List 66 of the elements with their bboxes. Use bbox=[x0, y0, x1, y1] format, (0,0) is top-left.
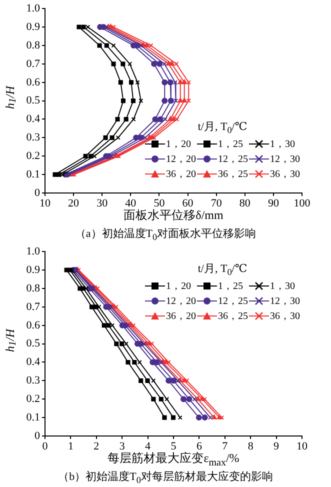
y-tick-label: 0.7 bbox=[26, 58, 40, 70]
x-tick-label: 7 bbox=[222, 440, 228, 452]
x-tick-label: 4 bbox=[145, 440, 152, 452]
legend-label: 12，25 bbox=[218, 295, 248, 308]
x-tick-label: 6 bbox=[196, 440, 202, 452]
x-tick-label: 5 bbox=[170, 440, 177, 452]
x-tick-label: 8 bbox=[248, 440, 254, 452]
legend-label: 12，30 bbox=[270, 295, 300, 308]
x-tick-label: 80 bbox=[239, 197, 251, 210]
y-tick-label: 0.3 bbox=[26, 374, 40, 387]
x-tick-label: 70 bbox=[210, 197, 222, 210]
legend-label: 36，30 bbox=[270, 168, 300, 181]
legend-label: 36，25 bbox=[218, 168, 248, 181]
y-tick-label: 0.8 bbox=[26, 39, 40, 52]
x-tick-label: 2 bbox=[94, 440, 100, 452]
legend-label: 12，30 bbox=[270, 153, 300, 166]
legend-title: t/月, T$_{0}$/℃ bbox=[196, 262, 248, 278]
legend-label: 12，20 bbox=[166, 153, 196, 166]
y-tick-label: 1.0 bbox=[26, 245, 40, 258]
x-tick-label: 10 bbox=[296, 440, 308, 452]
x-axis-title: 每层筋材最大应变ε$_{max}$/% bbox=[108, 451, 240, 468]
x-axis-title: 面板水平位移δ/mm bbox=[124, 208, 224, 222]
legend-label: 36，25 bbox=[218, 310, 248, 324]
y-tick-label: 0.3 bbox=[26, 132, 40, 144]
text: （a）初始温度T$_{0}$对面板水平位移影响 bbox=[74, 226, 258, 242]
x-tick-label: 100 bbox=[294, 197, 311, 210]
x-tick-label: 3 bbox=[119, 440, 126, 452]
y-tick-label: 0.6 bbox=[26, 76, 40, 88]
legend-label: 36，20 bbox=[166, 168, 196, 181]
x-tick-label: 50 bbox=[154, 197, 166, 210]
legend-title: t/月, T$_{0}$/℃ bbox=[196, 120, 248, 135]
legend-label: 12，25 bbox=[218, 153, 248, 166]
y-tick-label: 0.2 bbox=[26, 150, 40, 162]
y-tick-label: 1.0 bbox=[26, 2, 40, 14]
text: （b）初始温度T$_{0}$对每层筋材最大应变的影响 bbox=[57, 470, 274, 486]
legend-label: 1，20 bbox=[166, 280, 191, 294]
legend-label: 1，25 bbox=[218, 138, 243, 151]
x-tick-label: 90 bbox=[268, 197, 280, 210]
y-tick-label: 0.9 bbox=[26, 20, 40, 33]
x-tick-label: 10 bbox=[40, 197, 51, 210]
legend-label: 36，30 bbox=[270, 310, 300, 324]
x-tick-label: 60 bbox=[182, 197, 194, 210]
x-tick-label: 1 bbox=[68, 440, 74, 452]
y-tick-label: 0.9 bbox=[26, 264, 40, 276]
legend-label: 1，30 bbox=[270, 280, 295, 294]
x-tick-label: 30 bbox=[96, 197, 108, 210]
y-tick-label: 0.2 bbox=[26, 393, 40, 406]
y-tick-label: 0 bbox=[34, 430, 40, 442]
y-tick-label: 0.1 bbox=[26, 168, 40, 180]
y-tick-label: 0.8 bbox=[26, 282, 40, 294]
legend-label: 12，20 bbox=[166, 295, 196, 308]
y-tick-label: 0.5 bbox=[26, 338, 40, 350]
x-tick-label: 40 bbox=[125, 197, 137, 210]
legend-label: 1，20 bbox=[166, 138, 191, 151]
y-tick-label: 0.5 bbox=[26, 94, 40, 107]
y-tick-label: 0.4 bbox=[26, 113, 40, 126]
y-tick-label: 0.4 bbox=[26, 356, 40, 368]
y-tick-label: 0.1 bbox=[26, 411, 40, 424]
y-tick-label: 0 bbox=[34, 186, 40, 199]
legend-label: 1，30 bbox=[270, 138, 295, 151]
y-tick-label: 0.6 bbox=[26, 319, 40, 332]
legend-label: 36，20 bbox=[166, 310, 196, 324]
y-tick-label: 0.7 bbox=[26, 300, 40, 313]
x-tick-label: 20 bbox=[68, 197, 80, 210]
legend-label: 1，25 bbox=[218, 280, 243, 294]
x-tick-label: 9 bbox=[274, 440, 280, 452]
